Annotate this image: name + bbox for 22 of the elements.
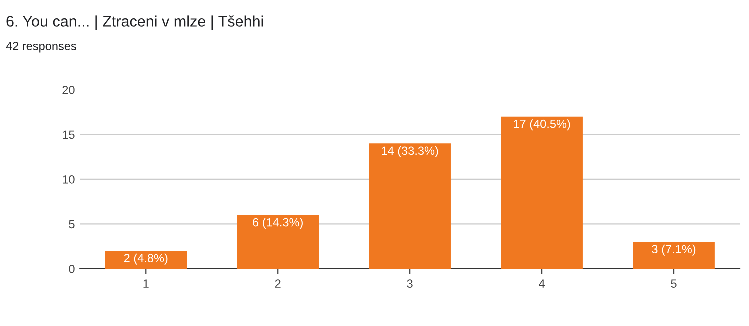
y-tick-label: 20 [62, 86, 75, 94]
y-tick-label: 0 [69, 264, 75, 274]
data-label: 3 (7.1%) [652, 244, 696, 256]
x-tick-label: 5 [671, 280, 677, 288]
x-tick-label: 2 [275, 280, 281, 288]
x-tick-label: 1 [144, 280, 149, 288]
y-tick-label: 15 [63, 130, 75, 140]
data-label: 17 (40.5%) [514, 120, 570, 131]
bar [501, 116, 583, 269]
x-tick-label: 3 [407, 280, 413, 288]
bar [369, 144, 451, 269]
data-label: 2 (4.8%) [124, 254, 168, 265]
y-tick-label: 10 [63, 175, 75, 184]
y-tick-label: 5 [69, 220, 75, 229]
x-tick-label: 4 [539, 280, 545, 288]
chart-subtitle: 42 responses [6, 42, 76, 53]
data-label: 14 (33.3%) [382, 146, 438, 158]
chart-title: 6. You can... | Ztraceni v mlze | Tšehhi [6, 16, 264, 30]
bar [633, 242, 715, 269]
bar [237, 215, 320, 269]
bar [105, 251, 188, 269]
data-label: 6 (14.3%) [253, 218, 303, 230]
